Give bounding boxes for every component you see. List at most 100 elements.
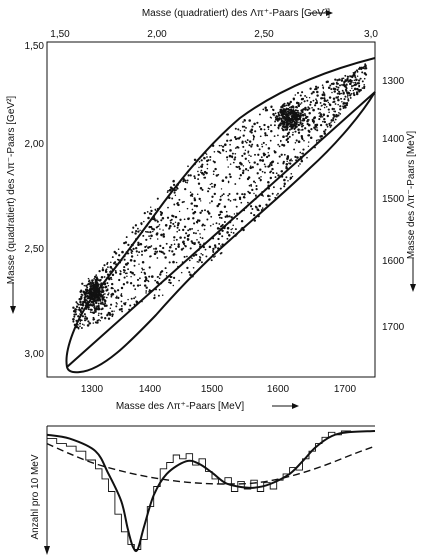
scatter-point	[113, 310, 115, 312]
scatter-point	[295, 109, 298, 112]
scatter-point	[80, 307, 84, 310]
scatter-point	[143, 211, 146, 215]
scatter-point	[96, 293, 99, 297]
scatter-point	[264, 109, 267, 112]
scatter-point	[169, 186, 173, 189]
scatter-point	[299, 94, 302, 97]
scatter-point	[164, 267, 167, 270]
scatter-point	[358, 66, 361, 69]
scatter-point	[298, 117, 300, 120]
scatter-point	[310, 92, 313, 95]
scatter-point	[347, 81, 350, 83]
scatter-point	[161, 216, 165, 220]
scatter-point	[156, 257, 159, 259]
scatter-point	[233, 158, 236, 161]
scatter-point	[212, 249, 214, 252]
scatter-point	[72, 320, 75, 323]
scatter-point	[220, 245, 222, 247]
scatter-point	[121, 250, 124, 254]
scatter-point	[74, 308, 77, 311]
scatter-point	[299, 122, 302, 125]
scatter-point	[92, 303, 95, 306]
scatter-point	[330, 82, 333, 85]
scatter-point	[290, 172, 293, 175]
scatter-point	[197, 182, 201, 185]
scatter-point	[328, 103, 331, 106]
scatter-point	[292, 97, 296, 101]
scatter-point	[104, 286, 107, 289]
scatter-point	[184, 181, 187, 184]
scatter-point	[242, 145, 245, 148]
scatter-point	[201, 237, 204, 240]
scatter-point	[193, 204, 196, 207]
scatter-point	[98, 269, 101, 273]
scatter-point	[234, 127, 237, 130]
scatter-point	[251, 125, 254, 128]
scatter-point	[189, 273, 192, 277]
scatter-point	[328, 96, 332, 99]
scatter-point	[338, 84, 342, 87]
scatter-point	[248, 161, 251, 164]
scatter-point	[198, 161, 201, 163]
scatter-point	[290, 109, 293, 112]
scatter-point	[141, 268, 144, 271]
scatter-point	[323, 94, 326, 97]
scatter-point	[105, 268, 108, 271]
scatter-point	[90, 304, 93, 307]
scatter-point	[286, 132, 290, 136]
scatter-point	[92, 311, 96, 315]
scatter-point	[192, 212, 195, 215]
scatter-point	[300, 125, 304, 128]
scatter-point	[95, 276, 98, 279]
scatter-point	[201, 163, 204, 166]
scatter-point	[227, 180, 230, 183]
scatter-point	[249, 205, 253, 208]
scatter-point	[140, 223, 143, 226]
scatter-point	[136, 254, 139, 256]
scatter-point	[93, 305, 96, 308]
scatter-point	[150, 209, 153, 213]
scatter-point	[277, 192, 279, 195]
scatter-point	[346, 102, 349, 105]
scatter-point	[296, 112, 298, 114]
scatter-point	[145, 290, 148, 292]
scatter-point	[157, 294, 160, 297]
scatter-point	[199, 211, 202, 215]
scatter-point	[248, 191, 251, 195]
scatter-point	[186, 266, 189, 270]
scatter-point	[172, 222, 175, 225]
scatter-point	[135, 300, 138, 303]
scatter-point	[337, 98, 340, 102]
scatter-point	[266, 134, 269, 137]
scatter-point	[263, 123, 266, 127]
scatter-point	[294, 142, 297, 144]
scatter-point	[99, 302, 102, 305]
scatter-point	[95, 280, 98, 282]
scatter-point	[98, 283, 100, 286]
scatter-point	[91, 287, 94, 290]
scatter-point	[274, 176, 277, 179]
scatter-point	[244, 149, 247, 152]
scatter-point	[224, 143, 227, 146]
scatter-point	[97, 299, 100, 302]
scatter-point	[110, 267, 113, 270]
scatter-point	[270, 106, 273, 108]
scatter-point	[189, 174, 192, 177]
scatter-point	[184, 244, 186, 247]
scatter-point	[101, 268, 105, 272]
scatter-point	[283, 112, 287, 116]
scatter-point	[234, 228, 237, 231]
scatter-point	[188, 228, 192, 231]
scatter-point	[153, 252, 157, 256]
scatter-point	[321, 116, 324, 118]
scatter-point	[110, 303, 113, 306]
scatter-point	[93, 306, 95, 309]
bottom-tick-label: 1300	[81, 384, 104, 395]
scatter-point	[225, 210, 228, 213]
scatter-point	[346, 92, 349, 94]
scatter-point	[283, 182, 286, 185]
scatter-point	[334, 78, 337, 81]
scatter-point	[91, 292, 94, 295]
scatter-point	[286, 135, 289, 137]
scatter-point	[308, 107, 311, 110]
